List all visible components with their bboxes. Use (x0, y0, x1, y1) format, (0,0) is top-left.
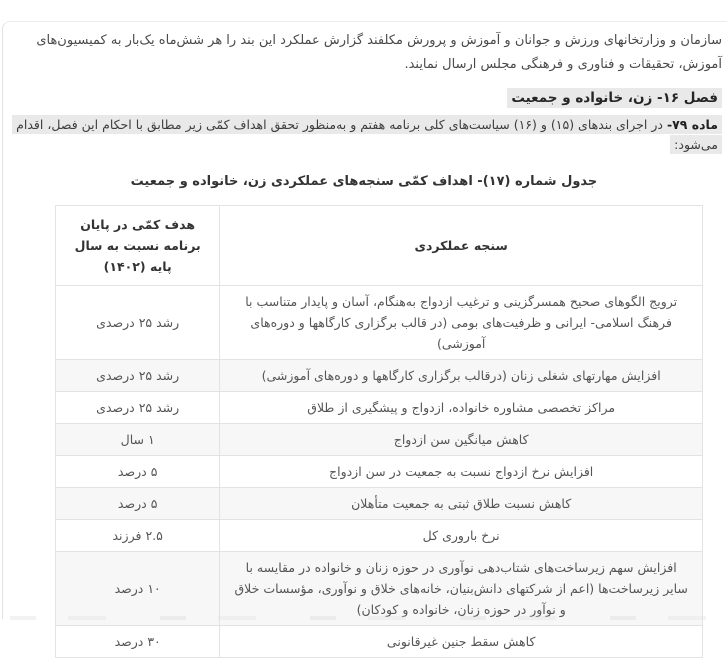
table-row: مراکز تخصصی مشاوره خانواده، ازدواج و پیش… (54, 391, 703, 424)
table-row: کاهش نسبت طلاق ثبتی به جمعیت متأهلان ۵ د… (54, 487, 703, 520)
table-row: ترویج الگوهای صحیح همسرگزینی و ترغیب ازد… (54, 285, 703, 360)
table-header-row: سنجه عملکردی هدف کمّی در پایان برنامه نس… (54, 205, 703, 286)
target-cell: رشد ۲۵ درصدی (54, 285, 221, 360)
target-cell: رشد ۲۵ درصدی (54, 359, 221, 392)
target-cell: رشد ۲۵ درصدی (54, 391, 221, 424)
article-number-label: ماده ۷۹- (666, 117, 718, 132)
measure-cell: افزایش مهارتهای شغلی زنان (درقالب برگزار… (219, 359, 703, 392)
chapter-heading: فصل ۱۶- زن، خانواده و جمعیت (0, 88, 722, 108)
table-caption: جدول شماره (۱۷)- اهداف کمّی سنجه‌های عمل… (130, 174, 598, 189)
target-cell: ۳۰ درصد (54, 625, 221, 658)
article-line: ماده ۷۹- در اجرای بندهای (۱۵) و (۱۶) سیا… (0, 115, 722, 155)
target-cell: ۵ درصد (54, 455, 221, 488)
measure-cell: کاهش نسبت طلاق ثبتی به جمعیت متأهلان (219, 487, 703, 520)
document-page: سازمان و وزارتخانهای ورزش و جوانان و آمو… (0, 13, 728, 658)
table-row: افزایش سهم زیرساخت‌های شتاب‌دهی نوآوری د… (54, 551, 703, 626)
performance-table: سنجه عملکردی هدف کمّی در پایان برنامه نس… (54, 205, 703, 658)
table-row: کاهش سقط جنین غیرقانونی ۳۰ درصد (54, 625, 703, 658)
measure-cell: مراکز تخصصی مشاوره خانواده، ازدواج و پیش… (219, 391, 703, 424)
measure-cell: نرخ باروری کل (219, 519, 703, 552)
header-target: هدف کمّی در پایان برنامه نسبت به سال پای… (54, 205, 221, 286)
header-measure: سنجه عملکردی (219, 205, 703, 286)
chapter-heading-text: فصل ۱۶- زن، خانواده و جمعیت (507, 88, 722, 108)
cut-off-text-line (10, 616, 718, 620)
target-cell: ۵ درصد (54, 487, 221, 520)
intro-paragraph: سازمان و وزارتخانهای ورزش و جوانان و آمو… (36, 33, 722, 72)
table-row: افزایش مهارتهای شغلی زنان (درقالب برگزار… (54, 359, 703, 392)
measure-cell: افزایش سهم زیرساخت‌های شتاب‌دهی نوآوری د… (219, 551, 703, 626)
target-cell: ۲.۵ فرزند (54, 519, 221, 552)
measure-cell: ترویج الگوهای صحیح همسرگزینی و ترغیب ازد… (219, 285, 703, 360)
table-row: نرخ باروری کل ۲.۵ فرزند (54, 519, 703, 552)
article-text: در اجرای بندهای (۱۵) و (۱۶) سیاست‌های کل… (16, 117, 718, 152)
table-row: افزایش نرخ ازدواج نسبت به جمعیت در سن از… (54, 455, 703, 488)
page-card-border (2, 21, 727, 619)
measure-cell: افزایش نرخ ازدواج نسبت به جمعیت در سن از… (219, 455, 703, 488)
target-cell: ۱۰ درصد (54, 551, 221, 626)
target-cell: ۱ سال (54, 423, 221, 456)
measure-cell: کاهش میانگین سن ازدواج (219, 423, 703, 456)
table-row: کاهش میانگین سن ازدواج ۱ سال (54, 423, 703, 456)
measure-cell: کاهش سقط جنین غیرقانونی (219, 625, 703, 658)
